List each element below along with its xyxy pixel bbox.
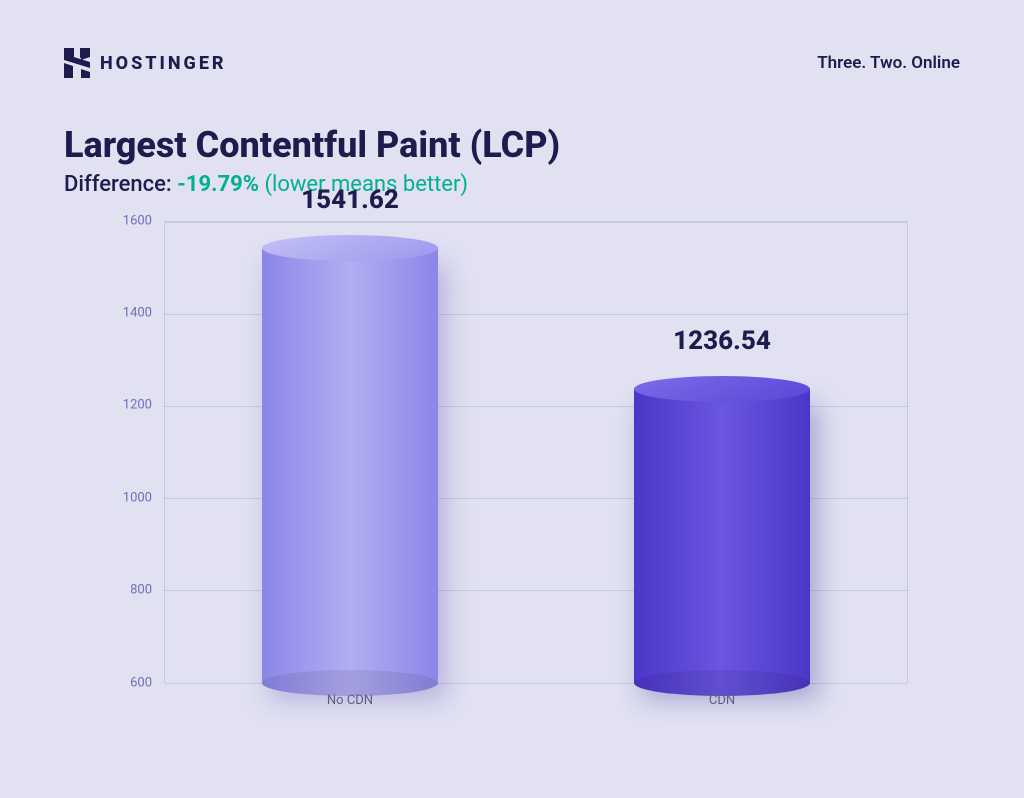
- cylinder-bar: [262, 248, 438, 683]
- chart-area: 6008001000120014001600 1541.62 1236.54 No…: [108, 221, 908, 711]
- y-tick-label: 1200: [102, 398, 152, 413]
- y-tick-label: 600: [102, 675, 152, 690]
- chart-title: Largest Contentful Paint (LCP): [64, 126, 960, 166]
- difference-value: -19.79%: [177, 172, 259, 197]
- cylinder-top: [634, 376, 810, 402]
- y-axis-labels: 6008001000120014001600: [108, 221, 158, 683]
- tagline: Three. Two. Online: [817, 53, 960, 73]
- bar-value-label: 1541.62: [301, 185, 399, 215]
- y-tick-label: 1400: [102, 305, 152, 320]
- x-axis-labels: No CDNCDN: [164, 687, 908, 711]
- chart: 6008001000120014001600 1541.62 1236.54 No…: [108, 221, 960, 711]
- chart-subtitle: Difference: -19.79% (lower means better): [64, 172, 960, 197]
- cylinder-body: [262, 248, 438, 683]
- header: HOSTINGER Three. Two. Online: [64, 48, 960, 78]
- cylinder-body: [634, 389, 810, 683]
- hostinger-logo-icon: [64, 48, 90, 78]
- x-tick-label: CDN: [536, 687, 908, 711]
- bar-column: 1541.62: [164, 221, 536, 683]
- subtitle-prefix: Difference:: [64, 172, 177, 197]
- page: HOSTINGER Three. Two. Online Largest Con…: [0, 0, 1024, 798]
- brand-name: HOSTINGER: [100, 53, 227, 74]
- y-tick-label: 800: [102, 583, 152, 598]
- bar-column: 1236.54: [536, 221, 908, 683]
- x-tick-label: No CDN: [164, 687, 536, 711]
- bar-value-label: 1236.54: [673, 326, 771, 356]
- y-tick-label: 1000: [102, 490, 152, 505]
- y-tick-label: 1600: [102, 213, 152, 228]
- brand: HOSTINGER: [64, 48, 227, 78]
- cylinder-bar: [634, 389, 810, 683]
- bars-area: 1541.62 1236.54: [164, 221, 908, 683]
- cylinder-top: [262, 235, 438, 261]
